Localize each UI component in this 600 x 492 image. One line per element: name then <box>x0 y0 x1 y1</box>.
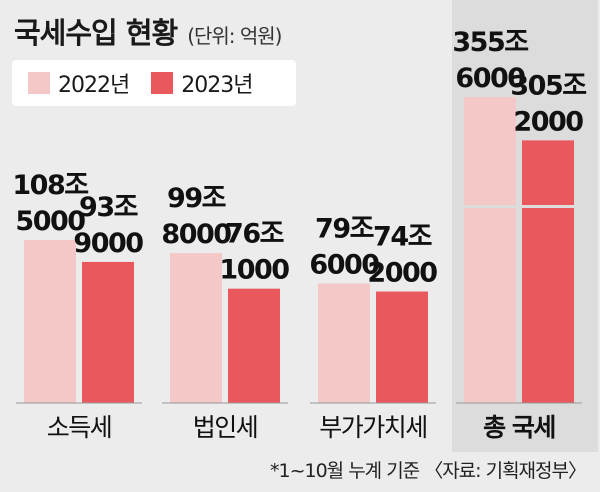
legend-item-2022: 2022년 <box>28 67 130 99</box>
data-label-2022-3-0: 355조 <box>452 27 528 58</box>
footnote: *1~10월 누계 기준 〈자료: 기획재정부〉 <box>269 460 587 482</box>
title-row: 국세수입 현황 (단위: 억원) <box>14 10 283 54</box>
chart-title: 국세수입 현황 <box>14 16 178 50</box>
bar-2022-3 <box>464 97 516 403</box>
scale-break-1 <box>521 205 575 208</box>
data-label-2022-0-1: 5000 <box>15 206 85 237</box>
bar-2022-1 <box>170 253 222 403</box>
data-label-2022-2-1: 6000 <box>309 249 379 280</box>
data-label-2022-1-0: 99조 <box>167 183 226 214</box>
category-label-3: 총 국세 <box>483 413 555 442</box>
category-label-1: 법인세 <box>193 413 258 442</box>
bar-2023-0 <box>82 261 134 403</box>
legend-swatch-2023 <box>151 72 174 94</box>
scale-break-0 <box>463 205 517 208</box>
legend-label-2023: 2023년 <box>181 73 253 98</box>
legend-item-2023: 2023년 <box>151 67 253 99</box>
data-label-2023-2-1: 2000 <box>367 258 437 289</box>
bar-2023-3 <box>522 140 574 404</box>
unit-label: (단위: 억원) <box>187 24 282 48</box>
legend: 2022년 2023년 <box>12 60 296 106</box>
data-label-2023-3-1: 2000 <box>513 106 583 137</box>
bar-2022-2 <box>318 283 370 403</box>
bar-2023-2 <box>376 291 428 403</box>
data-label-2022-0-0: 108조 <box>12 170 88 201</box>
data-label-2023-3-0: 305조 <box>510 70 586 101</box>
category-label-2: 부가가치세 <box>319 413 427 442</box>
data-label-2023-1-0: 76조 <box>225 219 284 250</box>
data-label-2023-0-1: 9000 <box>73 228 143 259</box>
data-label-2022-3-1: 6000 <box>455 63 525 94</box>
data-label-2023-0-0: 93조 <box>79 192 138 223</box>
category-label-0: 소득세 <box>47 413 112 442</box>
legend-swatch-2022 <box>28 72 50 94</box>
data-label-2023-1-1: 1000 <box>219 255 289 286</box>
bar-2023-1 <box>228 288 280 403</box>
data-label-2023-2-0: 74조 <box>373 222 432 253</box>
bar-2022-0 <box>24 240 76 403</box>
data-label-2022-2-0: 79조 <box>315 213 374 244</box>
data-label-2022-1-1: 8000 <box>161 219 231 250</box>
legend-label-2022: 2022년 <box>58 73 130 98</box>
